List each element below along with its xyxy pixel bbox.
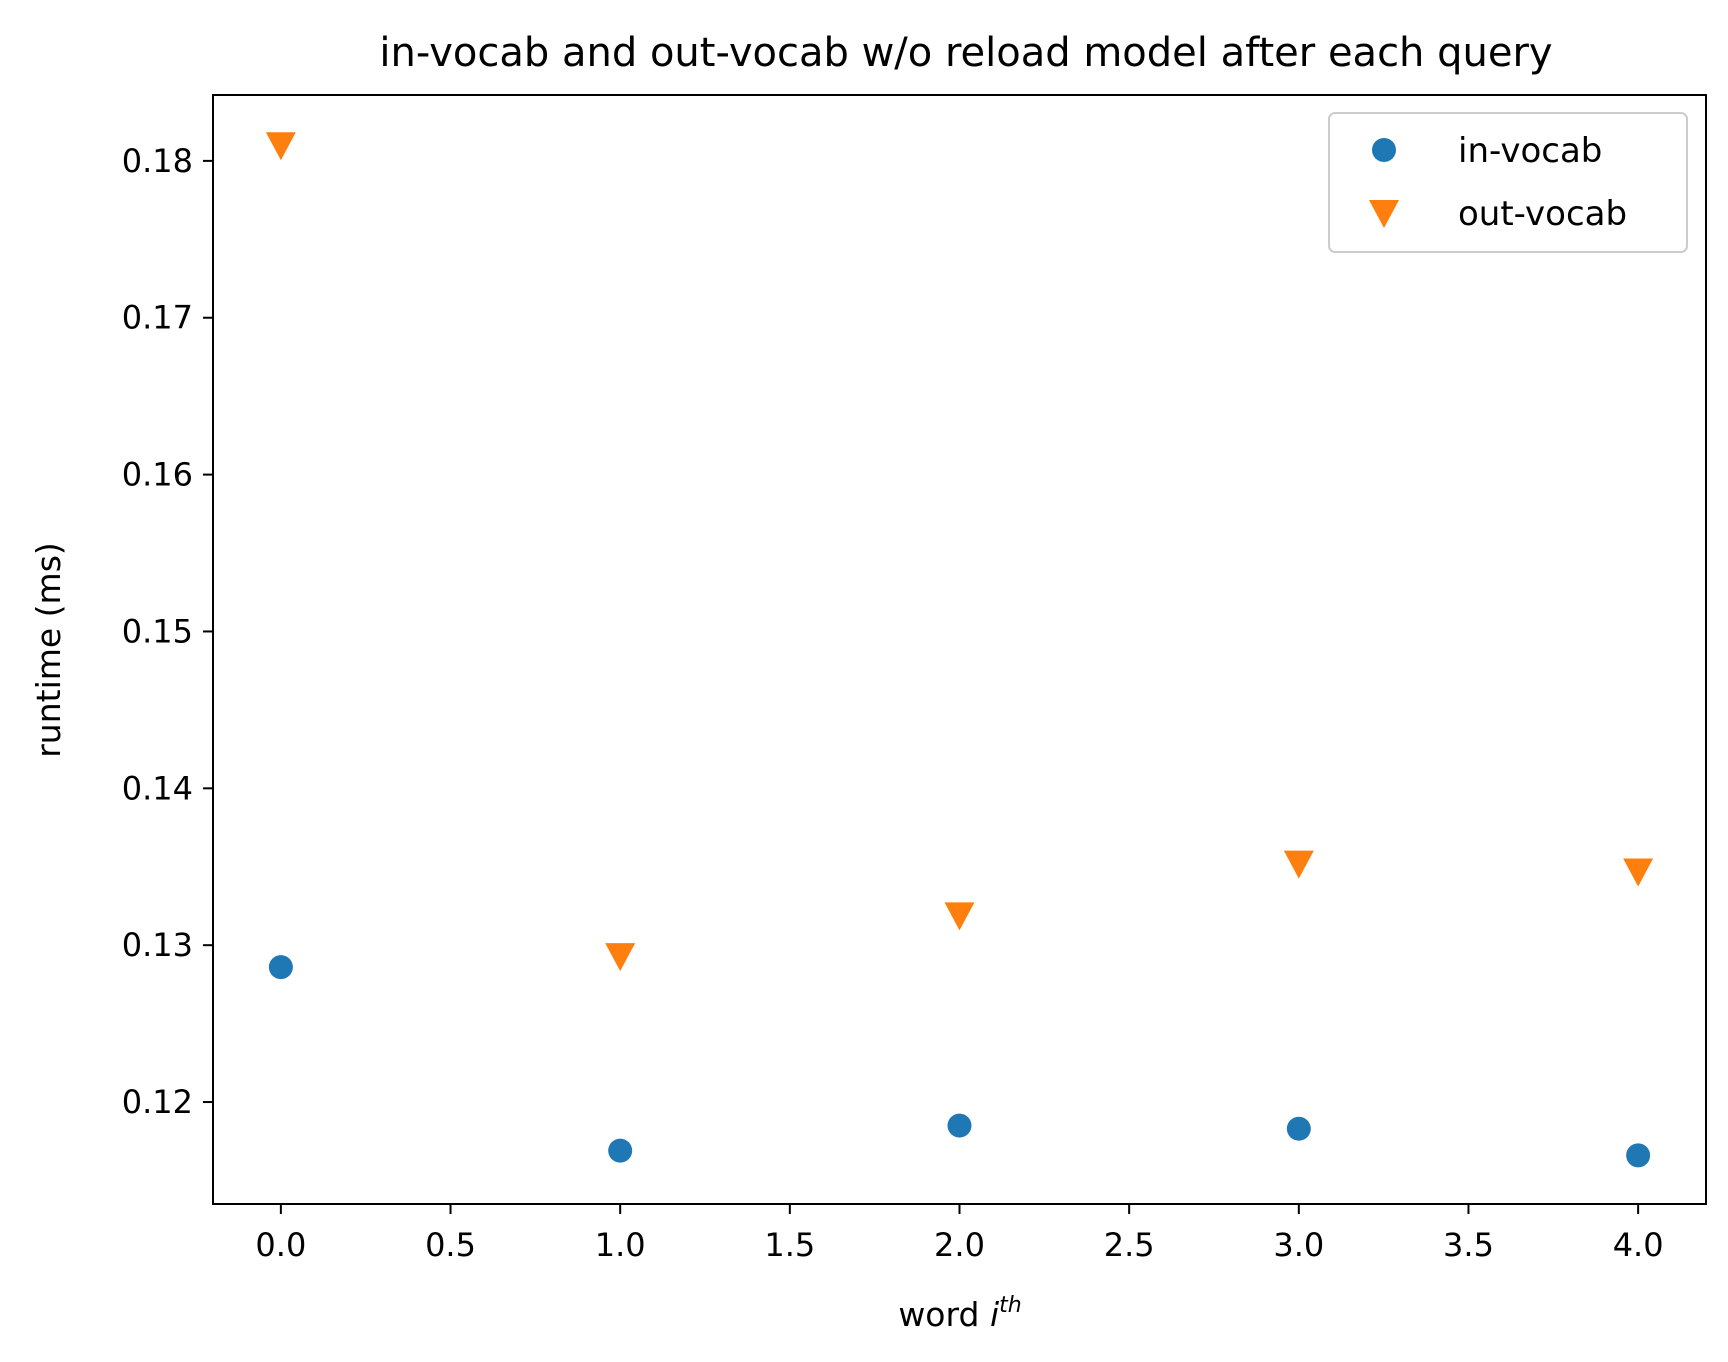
y-tick-label: 0.16 [122,456,193,494]
legend-marker-out-vocab [1369,200,1399,228]
legend-box [1328,112,1688,253]
x-tick-label: 4.0 [1613,1226,1664,1264]
in-vocab-point [608,1138,633,1163]
in-vocab-point [947,1113,972,1138]
x-tick-label: 0.0 [255,1226,306,1264]
x-tick-label: 2.0 [934,1226,985,1264]
x-axis-label-math: i [990,1295,999,1334]
legend-label-in-vocab: in-vocab [1458,131,1602,171]
out-vocab-point [265,132,296,161]
y-tick-label: 0.15 [122,612,193,650]
y-axis-label: runtime (ms) [29,542,68,758]
series-in-vocab [268,955,1651,1168]
y-tick-label: 0.18 [122,142,193,180]
y-axis-ticks: 0.12 0.13 0.14 0.15 0.16 0.17 0.18 [122,142,213,1121]
in-vocab-point [268,955,293,980]
y-tick-label: 0.14 [122,769,193,807]
in-vocab-point [1286,1116,1311,1141]
y-tick-label: 0.12 [122,1083,193,1121]
y-tick-label: 0.13 [122,926,193,964]
x-axis-label-superscript: th [999,1293,1022,1318]
out-vocab-point [1623,858,1654,887]
series-out-vocab [265,132,1654,972]
y-tick-label: 0.17 [122,299,193,337]
out-vocab-point [605,943,636,972]
x-tick-label: 0.5 [425,1226,476,1264]
out-vocab-point [1283,850,1314,879]
x-axis-label-text: word [898,1295,979,1334]
legend: in-vocab out-vocab [1328,112,1688,253]
x-tick-label: 3.5 [1443,1226,1494,1264]
plot-markers [265,132,1654,1168]
x-tick-label: 1.0 [595,1226,646,1264]
x-tick-label: 1.5 [764,1226,815,1264]
legend-items: in-vocab out-vocab [1369,131,1627,234]
out-vocab-point [944,902,975,931]
legend-marker-in-vocab [1372,138,1396,162]
x-axis-ticks: 0.0 0.5 1.0 1.5 2.0 2.5 3.0 3.5 4.0 [255,1204,1664,1264]
in-vocab-point [1626,1143,1651,1168]
legend-label-out-vocab: out-vocab [1458,194,1627,234]
x-axis-label: word ith [898,1293,1021,1334]
x-tick-label: 3.0 [1273,1226,1324,1264]
x-tick-label: 2.5 [1104,1226,1155,1264]
plot-frame [212,94,1707,1205]
chart-title: in-vocab and out-vocab w/o reload model … [379,30,1552,76]
